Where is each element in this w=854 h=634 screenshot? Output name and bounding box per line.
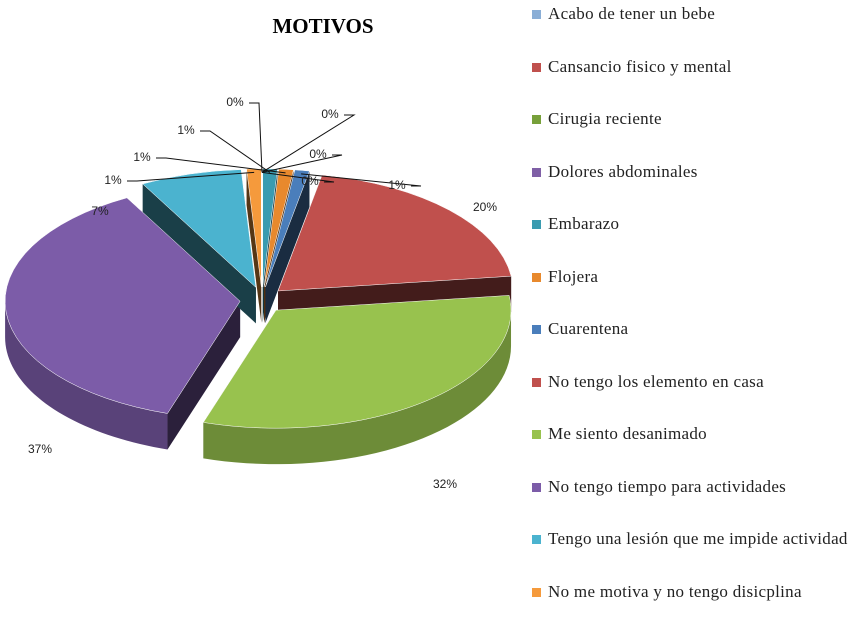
- data-label: 1%: [388, 178, 406, 192]
- legend-label: Cuarentena: [548, 319, 628, 339]
- chart: MOTIVOS 0% 0% 0% 0% 1% 1% 1% 20% 32% 37% 7% 1%: [0, 0, 530, 602]
- legend-item: Cansancio fisico y mental: [532, 57, 850, 110]
- legend-item: Cirugia reciente: [532, 109, 850, 162]
- data-label: 1%: [104, 173, 122, 187]
- legend-swatch: [532, 588, 541, 597]
- legend-label: No tengo tiempo para actividades: [548, 477, 786, 497]
- legend-swatch: [532, 325, 541, 334]
- legend-swatch: [532, 220, 541, 229]
- legend: Acabo de tener un bebe Cansancio fisico y…: [532, 4, 850, 634]
- legend-label: Me siento desanimado: [548, 424, 707, 444]
- legend-swatch: [532, 115, 541, 124]
- data-label: 0%: [226, 95, 244, 109]
- legend-swatch: [532, 535, 541, 544]
- legend-swatch: [532, 483, 541, 492]
- legend-item: Tengo una lesión que me impide actividad: [532, 529, 850, 582]
- legend-label: Tengo una lesión que me impide actividad: [548, 529, 848, 549]
- legend-item: Flojera: [532, 267, 850, 320]
- legend-item: No tengo los elemento en casa: [532, 372, 850, 425]
- legend-swatch: [532, 168, 541, 177]
- legend-swatch: [532, 10, 541, 19]
- legend-item: No me motiva y no tengo disicplina: [532, 582, 850, 634]
- legend-item: Embarazo: [532, 214, 850, 267]
- page: MOTIVOS 0% 0% 0% 0% 1% 1% 1% 20% 32% 37% 7% 1% Acab…: [0, 0, 854, 602]
- legend-item: Me siento desanimado: [532, 424, 850, 477]
- data-label: 0%: [321, 107, 339, 121]
- legend-label: No tengo los elemento en casa: [548, 372, 764, 392]
- data-label: 7%: [91, 204, 109, 218]
- pie-slice: [278, 175, 511, 291]
- legend-swatch: [532, 378, 541, 387]
- legend-label: Dolores abdominales: [548, 162, 698, 182]
- legend-item: Cuarentena: [532, 319, 850, 372]
- legend-item: No tengo tiempo para actividades: [532, 477, 850, 530]
- legend-label: No me motiva y no tengo disicplina: [548, 582, 802, 602]
- leader-line: [262, 155, 342, 172]
- legend-item: Acabo de tener un bebe: [532, 4, 850, 57]
- data-label: 0%: [309, 147, 327, 161]
- data-label: 1%: [177, 123, 195, 137]
- data-label: 1%: [133, 150, 151, 164]
- data-label: 0%: [301, 174, 319, 188]
- data-label: 32%: [433, 477, 457, 491]
- legend-swatch: [532, 63, 541, 72]
- legend-label: Acabo de tener un bebe: [548, 4, 715, 24]
- legend-label: Cirugia reciente: [548, 109, 662, 129]
- leader-line: [262, 115, 354, 172]
- chart-title: MOTIVOS: [272, 14, 373, 38]
- legend-swatch: [532, 430, 541, 439]
- legend-item: Dolores abdominales: [532, 162, 850, 215]
- legend-swatch: [532, 273, 541, 282]
- legend-label: Embarazo: [548, 214, 619, 234]
- data-label: 37%: [28, 442, 52, 456]
- legend-label: Flojera: [548, 267, 598, 287]
- legend-label: Cansancio fisico y mental: [548, 57, 732, 77]
- data-label: 20%: [473, 200, 497, 214]
